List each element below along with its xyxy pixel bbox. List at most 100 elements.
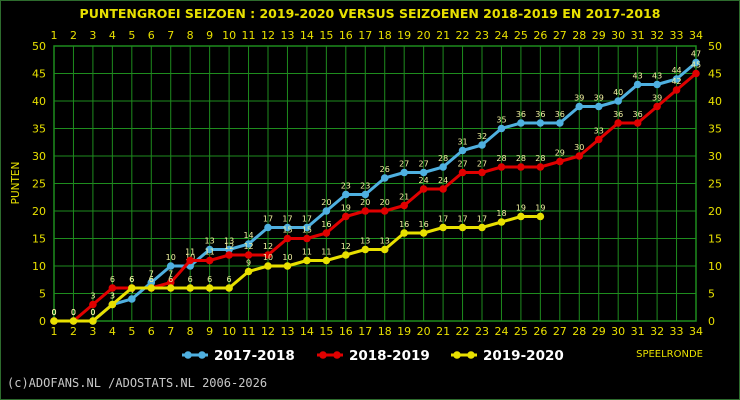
x-tick-label-bottom: 6 — [148, 325, 155, 338]
data-point-2017-2018 — [575, 102, 584, 111]
y-axis-title: PUNTEN — [10, 162, 22, 205]
data-point-2019-2020 — [478, 223, 486, 232]
y-tick-label-left: 0 — [39, 315, 46, 328]
data-point-2018-2019 — [478, 168, 486, 177]
data-label-2017-2018: 36 — [516, 110, 526, 119]
data-point-2018-2019 — [166, 278, 175, 287]
data-label-2018-2019: 6 — [110, 275, 115, 284]
x-tick-label-bottom: 10 — [222, 325, 236, 338]
data-label-2017-2018: 28 — [438, 154, 448, 163]
x-tick-label-bottom: 5 — [128, 325, 135, 338]
data-point-2017-2018 — [264, 223, 272, 232]
x-tick-label-top: 33 — [670, 29, 684, 42]
x-tick-label-top: 2 — [70, 29, 77, 42]
legend-marker-2018-2019 — [319, 351, 327, 359]
x-tick-label-bottom: 2 — [70, 325, 77, 338]
data-point-2017-2018 — [458, 146, 467, 155]
x-tick-label-bottom: 9 — [206, 325, 213, 338]
data-label-2017-2018: 10 — [166, 253, 176, 262]
y-tick-label-left: 30 — [32, 150, 46, 163]
data-label-2019-2020: 17 — [438, 215, 448, 224]
x-tick-label-bottom: 34 — [689, 325, 703, 338]
data-label-2017-2018: 3 — [110, 292, 115, 301]
data-label-2017-2018: 39 — [594, 94, 604, 103]
data-point-2019-2020 — [322, 256, 331, 265]
data-point-2018-2019 — [244, 251, 253, 259]
x-tick-label-top: 6 — [148, 29, 155, 42]
series-line-2018-2019 — [54, 72, 697, 323]
data-label-2018-2019: 11 — [205, 248, 215, 257]
x-tick-label-top: 8 — [187, 29, 194, 42]
data-label-2018-2019: 24 — [438, 176, 448, 185]
data-point-2018-2019 — [633, 119, 642, 127]
y-tick-label-right: 0 — [708, 315, 715, 328]
data-label-2019-2020: 6 — [149, 275, 154, 284]
y-tick-label-right: 25 — [708, 178, 722, 191]
data-point-2017-2018 — [517, 119, 525, 127]
data-point-2018-2019 — [419, 185, 428, 193]
data-label-2018-2019: 6 — [149, 275, 154, 284]
x-tick-label-top: 26 — [533, 29, 547, 42]
data-point-2018-2019 — [497, 163, 506, 171]
data-point-2019-2020 — [342, 251, 350, 259]
data-label-2019-2020: 6 — [129, 275, 134, 284]
data-point-2017-2018 — [633, 80, 642, 89]
x-tick-label-top: 12 — [261, 29, 275, 42]
x-tick-label-top: 29 — [592, 29, 606, 42]
data-label-2019-2020: 6 — [227, 275, 232, 284]
data-label-2017-2018: 7 — [149, 270, 154, 279]
y-tick-label-right: 40 — [708, 95, 722, 108]
data-label-2018-2019: 36 — [633, 110, 643, 119]
legend-marker-2018-2019 — [333, 351, 341, 359]
data-label-2017-2018: 17 — [302, 215, 312, 224]
data-point-2017-2018 — [283, 223, 292, 232]
data-label-2018-2019: 33 — [594, 127, 604, 136]
data-label-2017-2018: 27 — [419, 160, 429, 169]
y-tick-label-left: 45 — [32, 68, 46, 81]
data-point-2017-2018 — [205, 245, 214, 254]
y-tick-label-right: 30 — [708, 150, 722, 163]
data-label-2017-2018: 14 — [243, 231, 253, 240]
data-point-2019-2020 — [419, 229, 428, 237]
data-point-2017-2018 — [147, 278, 156, 287]
data-point-2019-2020 — [186, 284, 194, 292]
x-tick-label-bottom: 28 — [572, 325, 586, 338]
data-point-2017-2018 — [342, 190, 350, 199]
data-point-2019-2020 — [166, 284, 175, 292]
x-tick-label-bottom: 15 — [319, 325, 333, 338]
data-point-2018-2019 — [225, 251, 233, 259]
legend-marker-2019-2020 — [453, 351, 461, 359]
data-label-2017-2018: 17 — [263, 215, 273, 224]
data-point-2018-2019 — [361, 207, 370, 215]
data-label-2018-2019: 36 — [613, 110, 623, 119]
x-tick-label-bottom: 1 — [51, 325, 58, 338]
x-tick-label-top: 1 — [51, 29, 58, 42]
legend-marker-2017-2018 — [184, 351, 192, 359]
data-label-2019-2020: 19 — [516, 204, 526, 213]
y-tick-label-left: 25 — [32, 178, 46, 191]
points-growth-chart: PUNTENGROEI SEIZOEN : 2019-2020 VERSUS S… — [10, 6, 722, 364]
legend-marker-2019-2020 — [467, 351, 475, 359]
x-tick-label-top: 15 — [319, 29, 333, 42]
data-point-2017-2018 — [614, 97, 622, 105]
data-point-2017-2018 — [225, 245, 233, 254]
x-tick-label-top: 18 — [378, 29, 392, 42]
data-label-2018-2019: 0 — [71, 308, 76, 317]
x-tick-label-bottom: 20 — [417, 325, 431, 338]
data-label-2018-2019: 45 — [691, 61, 701, 70]
data-point-2017-2018 — [497, 124, 506, 133]
data-label-2017-2018: 43 — [633, 72, 643, 81]
data-label-2017-2018: 40 — [613, 88, 623, 97]
data-point-2018-2019 — [342, 212, 350, 221]
data-point-2018-2019 — [205, 256, 214, 265]
x-tick-label-top: 7 — [167, 29, 174, 42]
data-point-2018-2019 — [380, 207, 389, 215]
x-tick-label-bottom: 19 — [397, 325, 411, 338]
x-tick-label-bottom: 31 — [631, 325, 645, 338]
data-label-2019-2020: 0 — [90, 308, 95, 317]
data-label-2018-2019: 11 — [185, 248, 195, 257]
x-tick-label-bottom: 23 — [475, 325, 489, 338]
data-point-2018-2019 — [517, 163, 525, 171]
data-label-2018-2019: 24 — [419, 176, 429, 185]
data-point-2019-2020 — [497, 218, 506, 226]
